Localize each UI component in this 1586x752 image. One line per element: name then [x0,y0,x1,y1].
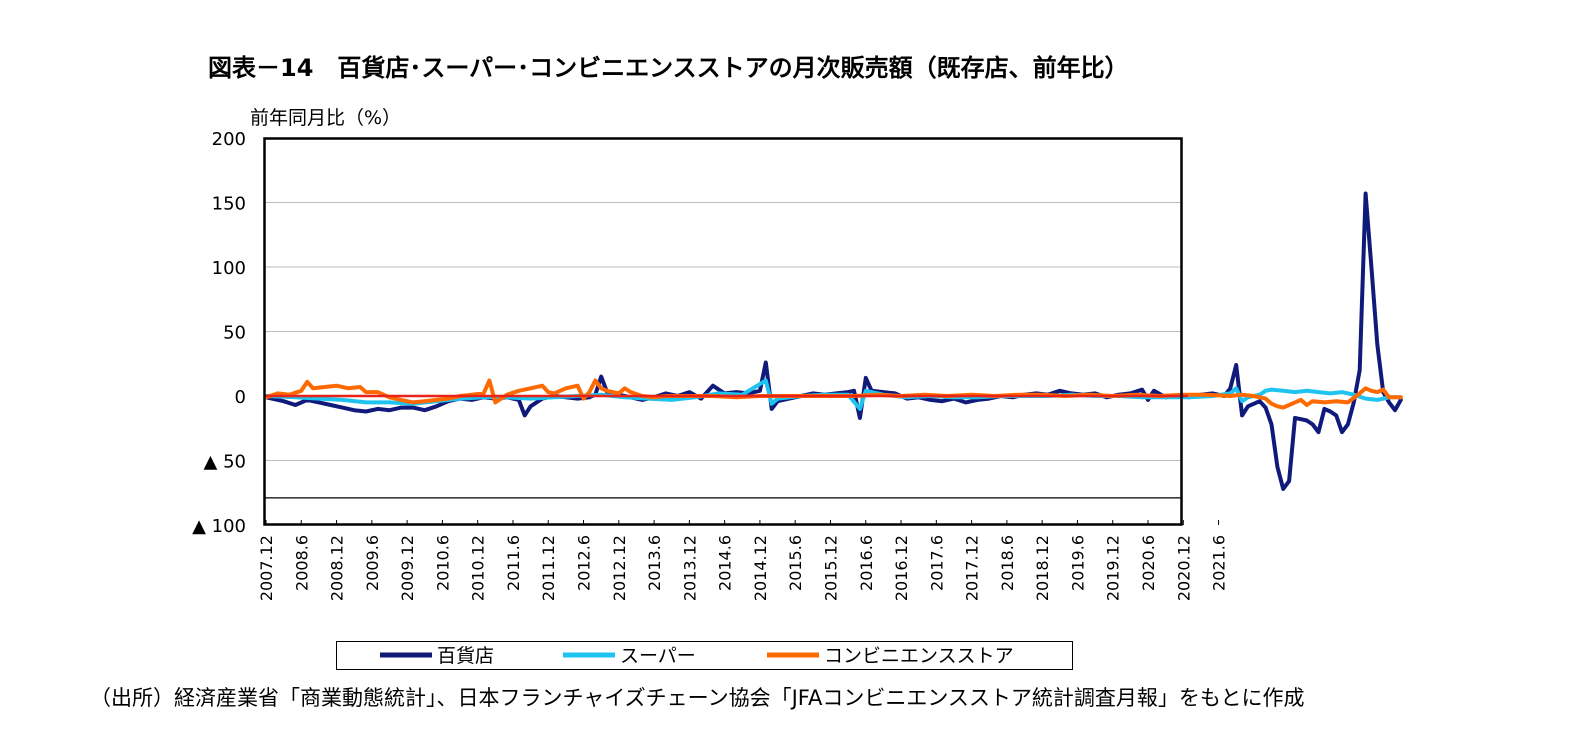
x-tick-labels: 2007.12 2008.6 2008.12 2009.6 2009.12 2010.6 2… [257,520,1229,601]
x-tick-label: 2008.6 [292,535,311,591]
series-line-department-store [264,191,1403,491]
legend-box [336,641,1073,670]
x-tick-label: 2017.12 [963,535,982,601]
y-tick-label: 100 [212,258,246,279]
x-tick-label: 2020.12 [1174,535,1193,601]
y-tick-label: ▲ 50 [204,452,246,473]
x-tick-label: 2009.12 [398,535,417,601]
x-tick-label: 2015.12 [822,535,841,601]
x-tick-label: 2012.6 [575,535,594,591]
y-tick-label: 200 [212,129,246,150]
y-tick-label: ▲ 100 [192,516,246,537]
x-tick-label: 2009.6 [363,535,382,591]
y-tick-label: 150 [212,194,246,215]
source-note: （出所）経済産業省「商業動態統計」、日本フランチャイズチェーン協会「JFAコンビ… [90,686,1305,710]
x-tick-label: 2019.6 [1068,535,1087,591]
y-axis-label: 前年同月比（%） [250,107,402,129]
legend-label-convenience-store: コンビニエンスストア [824,645,1014,667]
y-tick-label: 50 [223,323,246,344]
x-tick-label: 2018.12 [1033,535,1052,601]
x-tick-label: 2013.12 [680,535,699,601]
x-tick-label: 2016.6 [857,535,876,591]
grid-lines [264,202,1182,461]
chart-title: 図表－14 百貨店･スーパー･コンビニエンスストアの月次販売額（既存店、前年比） [208,54,1129,82]
x-tick-label: 2014.12 [751,535,770,601]
x-tick-label: 2010.12 [469,535,488,601]
x-tick-label: 2007.12 [257,535,276,601]
x-tick-label: 2008.12 [328,535,347,601]
y-tick-labels: 200 150 100 50 0 ▲ 50 ▲ 100 [192,129,246,537]
legend: 百貨店 スーパー コンビニエンスストア [336,641,1073,670]
x-tick-label: 2019.12 [1104,535,1123,601]
legend-label-department-store: 百貨店 [437,645,494,667]
y-tick-label: 0 [235,387,246,408]
plot-area-border [263,137,1183,526]
x-tick-label: 2011.12 [539,535,558,601]
x-tick-label: 2018.6 [998,535,1017,591]
x-tick-label: 2020.6 [1139,535,1158,591]
x-tick-label: 2017.6 [927,535,946,591]
x-tick-label: 2021.6 [1210,535,1229,591]
legend-label-supermarket: スーパー [620,645,696,667]
x-tick-label: 2012.12 [610,535,629,601]
x-tick-label: 2016.12 [892,535,911,601]
x-tick-label: 2010.6 [433,535,452,591]
x-tick-label: 2011.6 [504,535,523,591]
x-tick-label: 2014.6 [716,535,735,591]
x-tick-label: 2015.6 [786,535,805,591]
x-tick-label: 2013.6 [645,535,664,591]
series-lines [264,191,1403,491]
